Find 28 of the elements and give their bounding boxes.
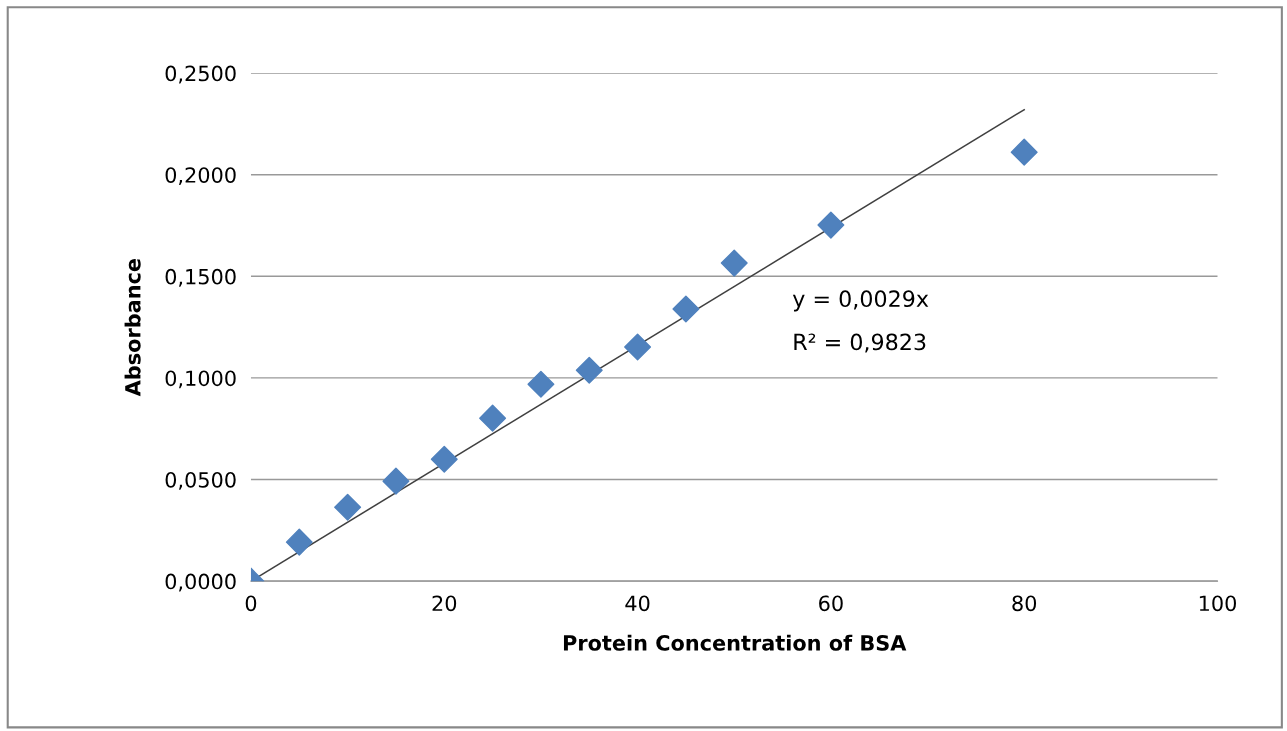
point [672, 295, 700, 323]
annotation: R² = 0,9823 [794, 333, 926, 353]
x-tick-label: 0 [245, 595, 257, 612]
y-tick-label: 0,2000 [165, 167, 236, 186]
y-tick-label: 0,0000 [165, 573, 236, 592]
x-tick-label: 40 [625, 595, 650, 612]
point [430, 445, 458, 473]
x-tick-label: 100 [1199, 595, 1236, 612]
y-tick-label: 0,1500 [165, 268, 236, 287]
point [285, 528, 313, 556]
y-tick-label: 0,0500 [165, 471, 236, 490]
point [479, 404, 507, 432]
point [575, 356, 603, 384]
y-tick-label: 0,2500 [165, 65, 236, 84]
y-tick-label: 0,1000 [165, 370, 236, 389]
point [382, 467, 410, 495]
x-tick-label: 80 [1012, 595, 1037, 612]
x-tick-label: 20 [432, 595, 457, 612]
point [1010, 138, 1038, 166]
point [817, 211, 845, 239]
y-axis-title: Absorbance [124, 258, 141, 397]
point [624, 333, 652, 361]
x-axis-title: Protein Concentration of BSA [563, 634, 907, 651]
point [527, 370, 555, 398]
x-tick-label: 60 [819, 595, 843, 612]
point [720, 249, 748, 277]
annotation: y = 0,0029x [792, 290, 929, 312]
point [334, 493, 362, 521]
